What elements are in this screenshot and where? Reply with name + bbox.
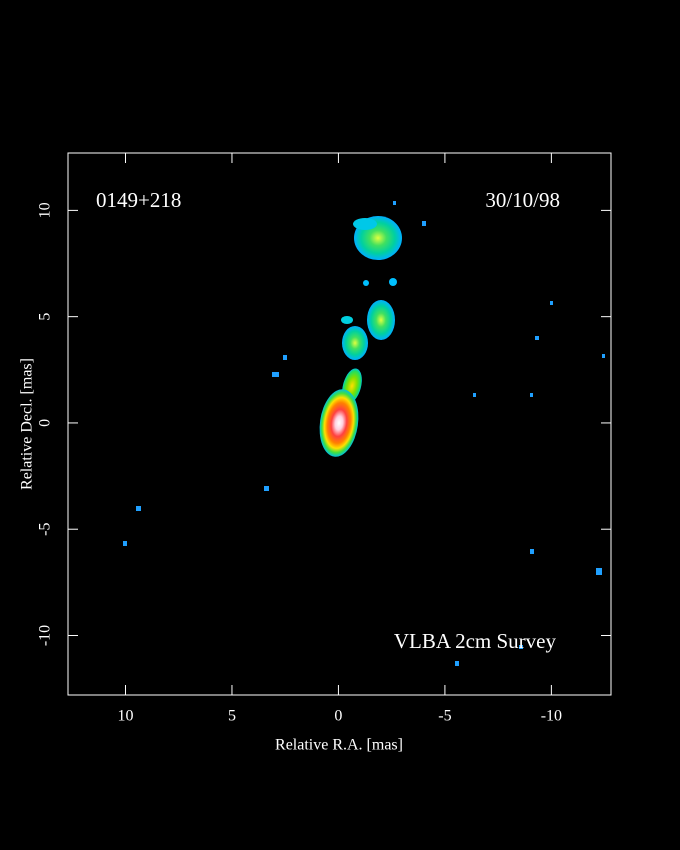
plot-frame <box>67 152 612 696</box>
survey-label: VLBA 2cm Survey <box>394 629 557 653</box>
jet-knot <box>342 326 368 360</box>
epoch: 30/10/98 <box>485 188 560 212</box>
y-axis-label: Relative Decl. [mas] <box>19 358 36 490</box>
noise-dots <box>123 201 605 666</box>
noise <box>389 278 397 286</box>
core <box>319 389 359 457</box>
x-tick-label: 0 <box>334 708 342 725</box>
emission-map <box>123 201 605 666</box>
x-tick-label: 5 <box>228 708 236 725</box>
jet-knot <box>341 316 353 324</box>
y-tick-label: 10 <box>37 202 54 218</box>
y-tick-label: -10 <box>37 625 54 646</box>
noise <box>363 280 369 286</box>
jet-knot <box>353 218 377 230</box>
jet-knot <box>367 300 395 340</box>
x-tick-label: 10 <box>117 708 133 725</box>
y-tick-label: 0 <box>37 419 54 427</box>
x-axis-label: Relative R.A. [mas] <box>275 737 403 754</box>
y-tick-label: 5 <box>37 313 54 321</box>
y-tick-label: -5 <box>37 523 54 536</box>
x-tick-label: -5 <box>438 708 451 725</box>
source-name: 0149+218 <box>96 188 181 212</box>
x-tick-label: -10 <box>541 708 562 725</box>
